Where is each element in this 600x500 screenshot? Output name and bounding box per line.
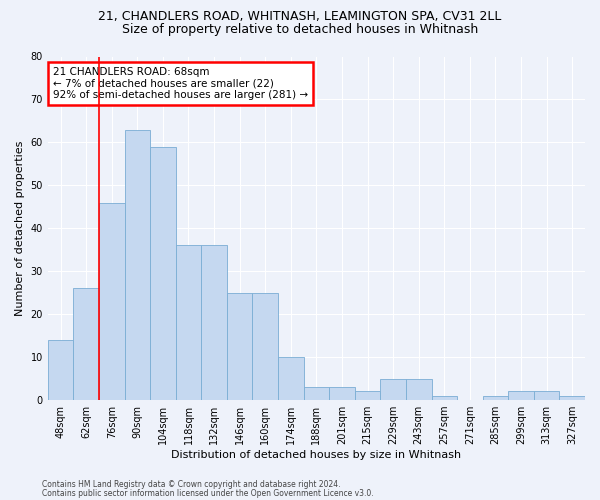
Bar: [431, 396, 457, 400]
Text: Contains HM Land Registry data © Crown copyright and database right 2024.: Contains HM Land Registry data © Crown c…: [42, 480, 341, 489]
X-axis label: Distribution of detached houses by size in Whitnash: Distribution of detached houses by size …: [172, 450, 461, 460]
Bar: [329, 387, 355, 400]
Text: Size of property relative to detached houses in Whitnash: Size of property relative to detached ho…: [122, 22, 478, 36]
Bar: [278, 357, 304, 400]
Text: 21 CHANDLERS ROAD: 68sqm
← 7% of detached houses are smaller (22)
92% of semi-de: 21 CHANDLERS ROAD: 68sqm ← 7% of detache…: [53, 67, 308, 100]
Bar: [559, 396, 585, 400]
Bar: [304, 387, 329, 400]
Bar: [150, 146, 176, 400]
Bar: [482, 396, 508, 400]
Bar: [508, 392, 534, 400]
Bar: [355, 392, 380, 400]
Bar: [176, 246, 201, 400]
Bar: [99, 202, 125, 400]
Text: 21, CHANDLERS ROAD, WHITNASH, LEAMINGTON SPA, CV31 2LL: 21, CHANDLERS ROAD, WHITNASH, LEAMINGTON…: [98, 10, 502, 23]
Bar: [380, 378, 406, 400]
Bar: [253, 292, 278, 400]
Bar: [73, 288, 99, 400]
Bar: [48, 340, 73, 400]
Text: Contains public sector information licensed under the Open Government Licence v3: Contains public sector information licen…: [42, 488, 374, 498]
Bar: [125, 130, 150, 400]
Bar: [534, 392, 559, 400]
Bar: [227, 292, 253, 400]
Y-axis label: Number of detached properties: Number of detached properties: [15, 140, 25, 316]
Bar: [406, 378, 431, 400]
Bar: [201, 246, 227, 400]
